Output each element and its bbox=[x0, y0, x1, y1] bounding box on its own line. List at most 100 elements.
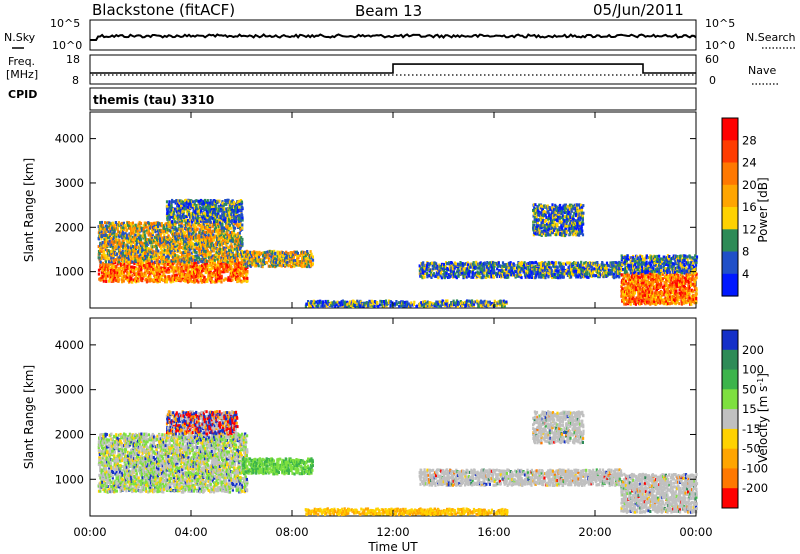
scatter-cell bbox=[210, 201, 213, 205]
scatter-cell bbox=[224, 269, 227, 273]
scatter-cell bbox=[603, 266, 606, 270]
scatter-cell bbox=[165, 255, 168, 259]
scatter-cell bbox=[117, 274, 120, 278]
scatter-cell bbox=[545, 273, 548, 277]
scatter-cell bbox=[220, 236, 223, 239]
scatter-cell bbox=[503, 268, 506, 272]
scatter-cell bbox=[118, 257, 121, 261]
scatter-cell bbox=[244, 262, 247, 266]
scatter-cell bbox=[457, 263, 460, 266]
scatter-cell bbox=[302, 264, 305, 268]
scatter-cell bbox=[170, 239, 173, 243]
scatter-cell bbox=[269, 264, 272, 268]
scatter-cell bbox=[213, 256, 216, 260]
scatter-cell bbox=[188, 274, 192, 278]
scatter-cell bbox=[178, 266, 181, 270]
cpid-panel-frame bbox=[89, 87, 697, 111]
scatter-cell bbox=[117, 221, 120, 225]
scatter-cell bbox=[180, 221, 183, 225]
scatter-cell bbox=[108, 239, 111, 243]
scatter-cell bbox=[161, 267, 165, 271]
scatter-cell bbox=[211, 244, 214, 248]
scatter-cell bbox=[280, 264, 283, 268]
scatter-cell bbox=[483, 267, 486, 271]
scatter-cell bbox=[272, 256, 275, 260]
scatter-cell bbox=[226, 223, 229, 227]
scatter-cell bbox=[107, 233, 110, 237]
scatter-cell bbox=[129, 252, 132, 256]
scatter-cell bbox=[241, 216, 244, 220]
scatter-cell bbox=[171, 274, 174, 278]
scatter-cell bbox=[512, 262, 515, 266]
scatter-cell bbox=[143, 255, 146, 259]
scatter-cell bbox=[225, 234, 228, 238]
scatter-cell bbox=[237, 219, 241, 223]
scatter-cell bbox=[192, 262, 195, 266]
scatter-cell bbox=[556, 218, 559, 222]
scatter-cell bbox=[199, 264, 202, 268]
scatter-cell bbox=[206, 199, 209, 203]
scatter-cell bbox=[241, 265, 244, 268]
scatter-cell bbox=[148, 267, 151, 271]
scatter-cell bbox=[125, 233, 128, 237]
scatter-cell bbox=[134, 272, 137, 276]
scatter-cell bbox=[226, 217, 229, 220]
scatter-cell bbox=[276, 250, 279, 254]
scatter-cell bbox=[248, 254, 251, 258]
scatter-cell bbox=[254, 251, 257, 255]
scatter-cell bbox=[439, 271, 443, 275]
scatter-cell bbox=[215, 213, 218, 216]
scatter-cell bbox=[568, 271, 571, 275]
scatter-cell bbox=[184, 241, 187, 245]
scatter-cell bbox=[116, 260, 119, 264]
scatter-cell bbox=[421, 265, 424, 269]
scatter-cell bbox=[563, 270, 566, 274]
scatter-cell bbox=[208, 273, 211, 277]
scatter-cell bbox=[548, 262, 551, 266]
scatter-cell bbox=[302, 250, 305, 254]
scatter-cell bbox=[481, 266, 484, 270]
scatter-cell bbox=[603, 263, 606, 267]
scatter-cell bbox=[99, 278, 102, 282]
scatter-cell bbox=[162, 262, 165, 266]
scatter-cell bbox=[245, 249, 248, 253]
scatter-cell bbox=[177, 236, 180, 240]
scatter-cell bbox=[160, 254, 163, 257]
scatter-cell bbox=[194, 244, 197, 248]
scatter-cell bbox=[163, 229, 166, 233]
scatter-cell bbox=[220, 274, 223, 278]
scatter-cell bbox=[611, 264, 615, 268]
scatter-cell bbox=[195, 236, 198, 240]
scatter-cell bbox=[209, 220, 212, 224]
scatter-cell bbox=[487, 274, 490, 278]
scatter-cell bbox=[171, 211, 174, 215]
scatter-cell bbox=[222, 234, 225, 238]
scatter-cell bbox=[104, 266, 107, 270]
scatter-cell bbox=[190, 274, 193, 278]
scatter-cell bbox=[230, 217, 233, 221]
scatter-cell bbox=[535, 273, 538, 277]
scatter-cell bbox=[166, 260, 169, 263]
scatter-cell bbox=[587, 267, 590, 271]
scatter-cell bbox=[123, 237, 126, 241]
scatter-cell bbox=[269, 259, 272, 263]
scatter-cell bbox=[306, 250, 309, 253]
scatter-cell bbox=[609, 269, 612, 273]
scatter-cell bbox=[193, 258, 196, 262]
scatter-cell bbox=[562, 265, 565, 269]
scatter-cell bbox=[453, 265, 456, 269]
scatter-cell bbox=[432, 272, 435, 276]
scatter-cell bbox=[204, 200, 208, 204]
scatter-cell bbox=[168, 213, 171, 217]
scatter-cell bbox=[240, 280, 243, 284]
scatter-cell bbox=[246, 271, 249, 275]
scatter-cell bbox=[220, 206, 223, 210]
scatter-cell bbox=[97, 272, 100, 276]
scatter-cell bbox=[187, 263, 190, 267]
scatter-cell bbox=[174, 256, 177, 260]
scatter-cell bbox=[170, 248, 173, 252]
scatter-cell bbox=[290, 265, 293, 269]
scatter-cell bbox=[105, 276, 108, 280]
scatter-cell bbox=[107, 235, 110, 239]
scatter-cell bbox=[213, 220, 216, 224]
